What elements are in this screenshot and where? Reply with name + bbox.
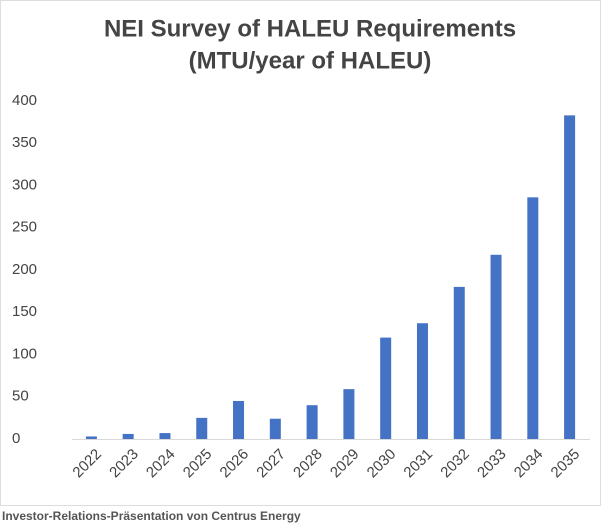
chart-title: NEI Survey of HALEU Requirements (104, 15, 516, 42)
bar (380, 337, 392, 439)
bar (527, 197, 539, 439)
bar (416, 323, 428, 439)
y-tick-label: 200 (12, 261, 37, 278)
y-tick-label: 300 (12, 176, 37, 193)
bar (233, 400, 245, 439)
bar (159, 433, 171, 439)
bar (269, 418, 281, 439)
bar (343, 389, 355, 439)
bar (306, 405, 318, 439)
y-tick-label: 400 (12, 92, 37, 109)
y-tick-label: 50 (12, 388, 29, 405)
chart-frame (0, 0, 601, 506)
y-tick-label: 250 (12, 219, 37, 236)
bar (196, 417, 208, 439)
y-tick-label: 350 (12, 134, 37, 151)
bar (122, 433, 134, 439)
y-tick-label: 100 (12, 345, 37, 362)
bar (85, 436, 97, 439)
bar (490, 254, 502, 439)
chart-title: (MTU/year of HALEU) (189, 47, 432, 74)
bar (453, 286, 465, 439)
y-tick-label: 0 (12, 430, 20, 447)
y-tick-label: 150 (12, 303, 37, 320)
caption: Investor-Relations-Präsentation von Cent… (2, 509, 301, 523)
bar (564, 115, 576, 440)
